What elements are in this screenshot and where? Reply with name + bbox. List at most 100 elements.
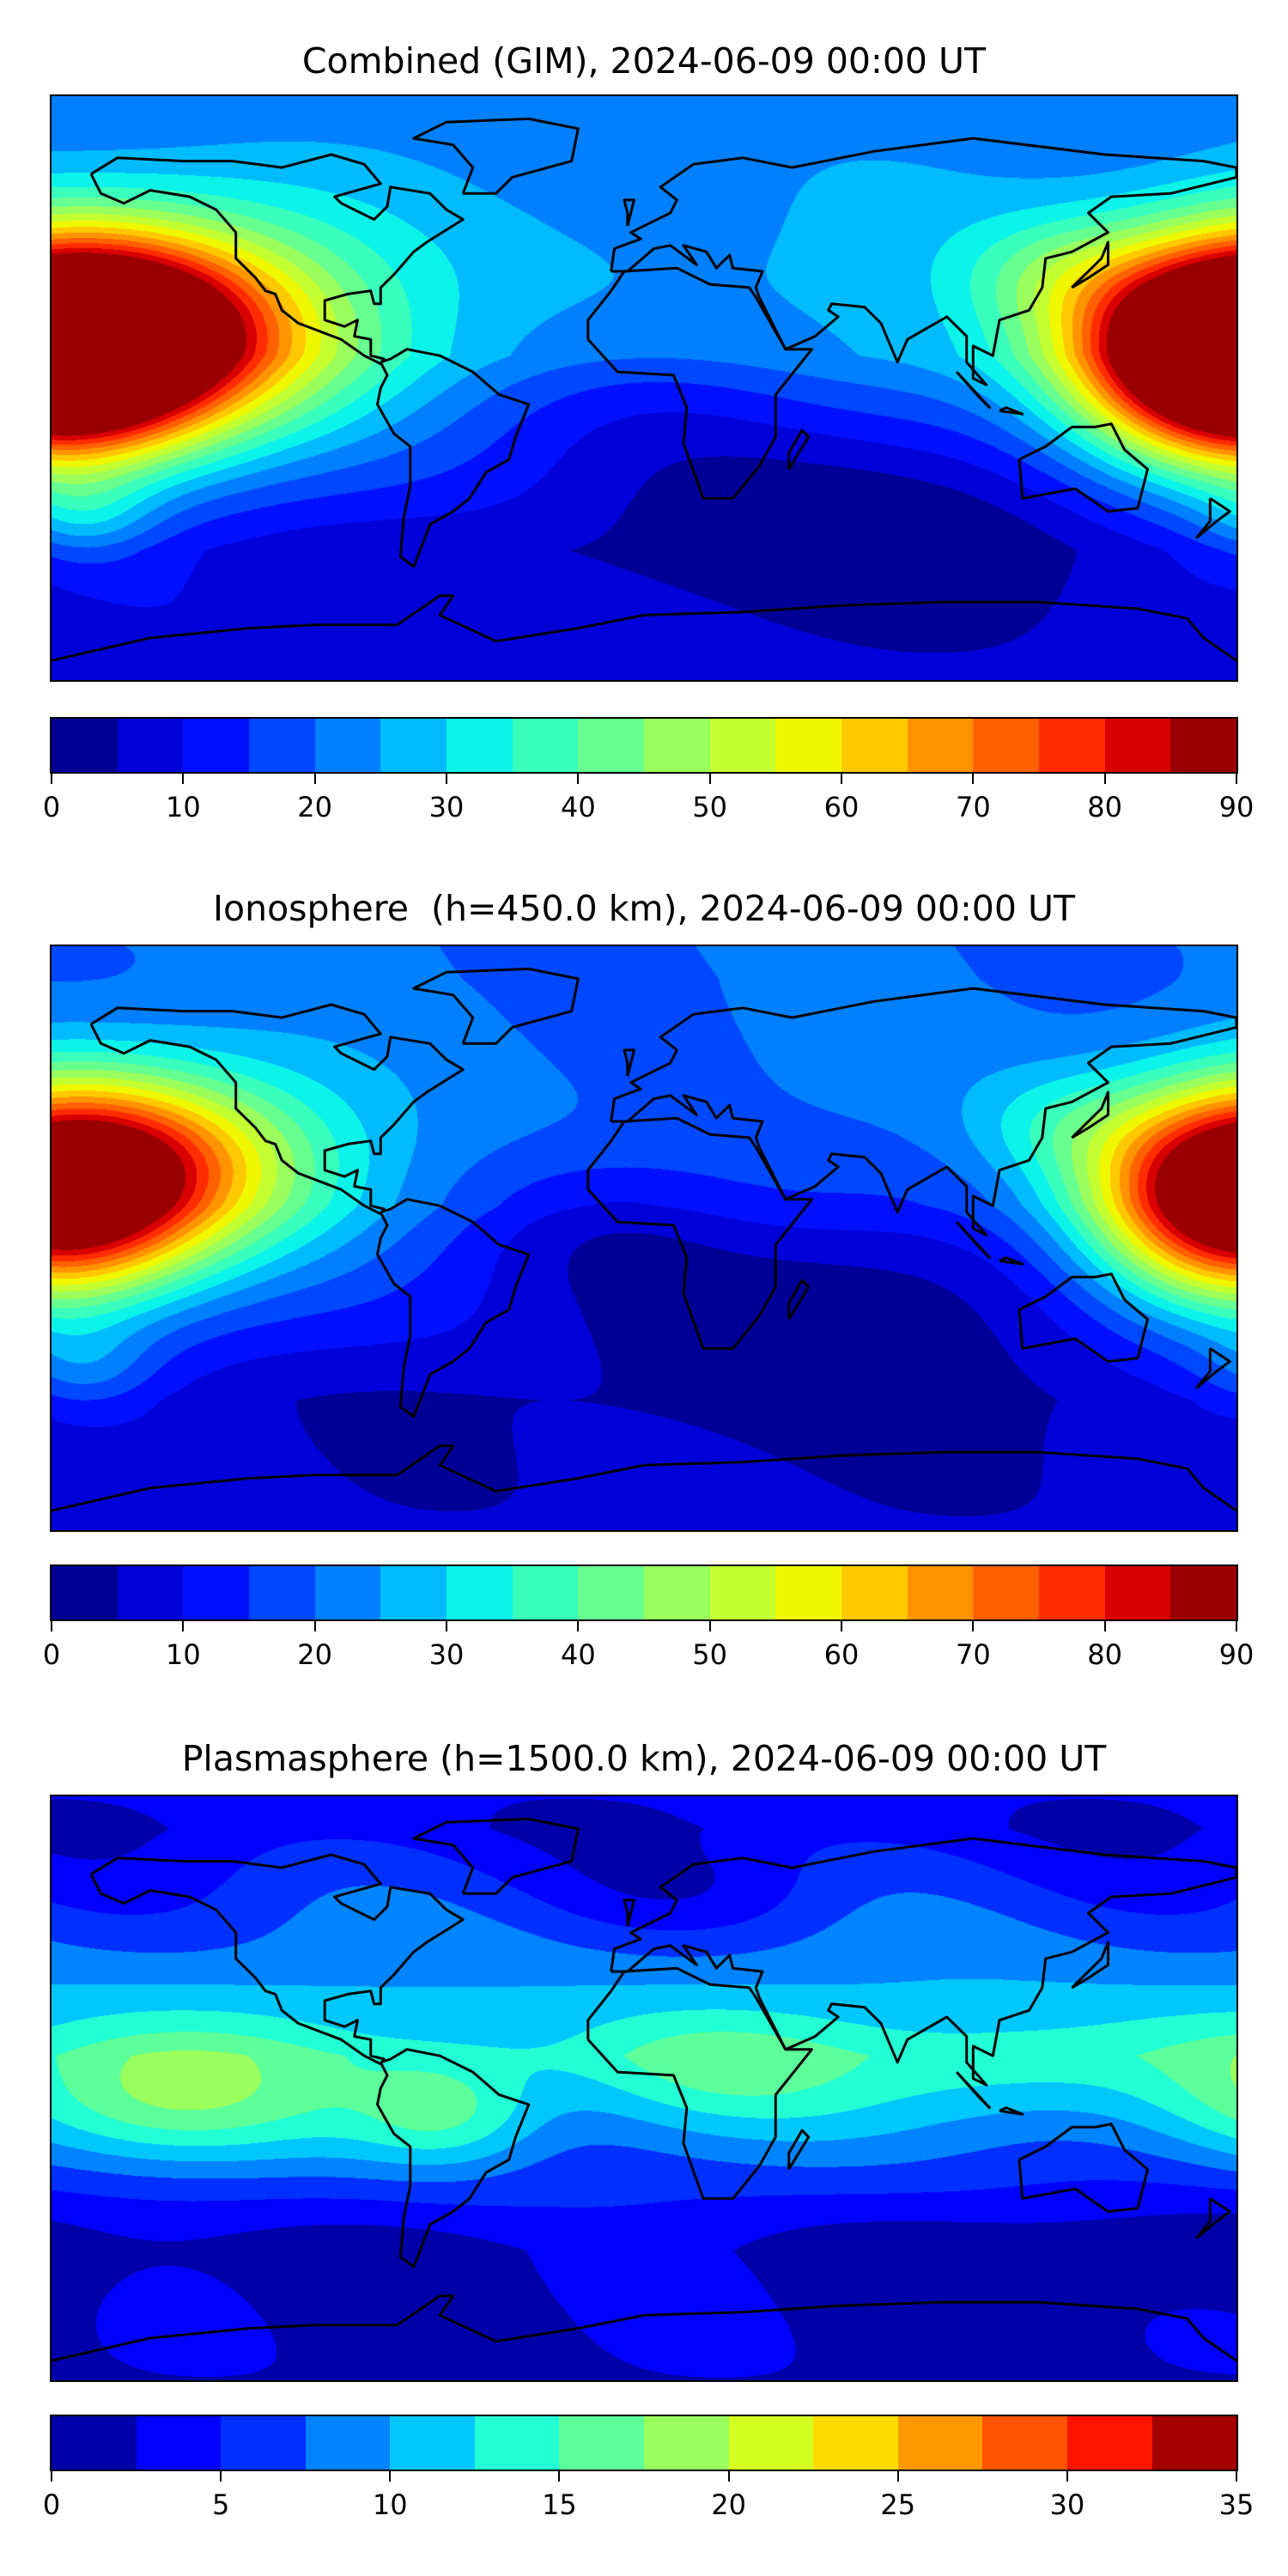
coastline: [610, 1837, 1236, 2087]
colorbar-bin: [221, 2416, 306, 2470]
colorbar-bin: [1039, 719, 1105, 772]
colorbar-tick-label: 50: [692, 791, 728, 823]
colorbar-tick-label: 80: [1087, 1638, 1123, 1671]
colorbar: [50, 2415, 1238, 2471]
coastline: [623, 198, 635, 227]
coastline: [412, 967, 580, 1045]
colorbar: [50, 717, 1238, 774]
tec-contour-field: [52, 1796, 1236, 2380]
colorbar-tick-mark: [841, 1619, 842, 1631]
colorbar-bin: [447, 719, 513, 772]
coastline: [956, 1221, 991, 1260]
colorbar-tick-mark: [841, 772, 842, 784]
coastline: [1071, 1091, 1109, 1139]
coastline: [623, 1048, 635, 1077]
panel-title: Ionosphere (h=450.0 km), 2024-06-09 00:0…: [212, 888, 1076, 929]
colorbar-bin: [559, 2416, 645, 2470]
colorbar-bin: [897, 2416, 983, 2470]
colorbar-tick-label: 40: [560, 1638, 596, 1671]
colorbar-tick-label: 5: [211, 2488, 230, 2521]
tec-map-plasmasphere: [50, 1795, 1238, 2382]
colorbar-tick-mark: [1236, 772, 1237, 784]
colorbar-tick-label: 80: [1087, 791, 1123, 823]
colorbar-bin: [973, 719, 1040, 772]
colorbar-tick-mark: [577, 1619, 580, 1631]
colorbar-tick-label: 10: [165, 791, 201, 823]
colorbar-bin: [183, 1566, 250, 1619]
coastline: [52, 594, 1236, 662]
colorbar-tick-label: 60: [823, 791, 860, 823]
colorbar-tick-mark: [313, 1619, 316, 1631]
colorbar-tick-mark: [1236, 1619, 1237, 1631]
coastline: [586, 1966, 813, 2200]
tec-contour-field: [52, 946, 1236, 1530]
colorbar-tick-mark: [182, 772, 185, 784]
coastline: [89, 153, 465, 366]
colorbar-tick-label: 30: [1049, 2488, 1085, 2521]
colorbar-tick-label: 30: [428, 1638, 465, 1671]
colorbar-tick-label: 90: [1218, 791, 1255, 823]
colorbar-ticks: 0 10 20 30 40 50 60 70 80 90: [43, 772, 1254, 832]
colorbar-tick-mark: [220, 2470, 222, 2482]
colorbar-tick-mark: [727, 2470, 730, 2482]
coastline: [1018, 422, 1149, 513]
coastlines: [52, 967, 1236, 1512]
colorbar-bin: [813, 2416, 898, 2470]
colorbar-tick-label: 0: [42, 1638, 61, 1671]
coastline: [412, 1817, 580, 1895]
colorbar-bin: [52, 719, 118, 772]
coastline: [52, 1444, 1236, 1512]
coastline: [956, 371, 991, 410]
coastline: [787, 2129, 811, 2171]
colorbar-tick-mark: [972, 772, 975, 784]
colorbar-tick-label: 20: [711, 2488, 746, 2521]
colorbar-bin: [982, 2416, 1067, 2470]
coastline: [52, 2294, 1236, 2362]
coastline: [1195, 1347, 1231, 1389]
colorbar-bin: [775, 1566, 842, 1619]
colorbar-tick-label: 70: [955, 1638, 991, 1671]
colorbar-bin: [1066, 2416, 1152, 2470]
coastline: [610, 987, 1236, 1236]
colorbar-bin: [314, 719, 381, 772]
colorbar-tick-mark: [896, 2470, 899, 2482]
colorbar-bin: [841, 1566, 908, 1619]
coastline: [1018, 1273, 1149, 1364]
colorbar-tick-mark: [1066, 2470, 1068, 2482]
coastline: [999, 406, 1024, 416]
colorbar-tick-mark: [972, 1619, 975, 1631]
colorbar-tick-mark: [708, 772, 711, 784]
colorbar-tick-mark: [1103, 772, 1106, 784]
colorbar-tick-label: 25: [880, 2488, 916, 2521]
colorbar-bin: [728, 2416, 814, 2470]
colorbar-tick-mark: [558, 2470, 561, 2482]
colorbar-bin: [183, 719, 250, 772]
coastline: [412, 117, 580, 195]
colorbar-tick-mark: [708, 1619, 711, 1631]
tec-map-ionosphere: [50, 945, 1238, 1532]
colorbar-bin: [512, 1566, 579, 1619]
colorbar-tick-label: 30: [428, 791, 465, 823]
coastline: [376, 1198, 531, 1419]
coastline: [1195, 2197, 1231, 2239]
colorbar-bin: [841, 719, 908, 772]
colorbar-ticks: 0 5 10 15 20 25 30 35: [43, 2470, 1254, 2530]
colorbar-bin: [512, 719, 579, 772]
colorbar-bin: [249, 1566, 315, 1619]
coastline: [1195, 497, 1231, 539]
colorbar-ticks: 0 10 20 30 40 50 60 70 80 90: [43, 1619, 1254, 1680]
colorbar-bin: [117, 719, 184, 772]
tec-contour-field: [52, 96, 1236, 680]
colorbar-bin: [390, 2416, 475, 2470]
colorbar-bin: [907, 719, 974, 772]
colorbar-bin: [52, 2416, 137, 2470]
colorbar-tick-label: 10: [165, 1638, 201, 1671]
colorbar-bin: [644, 719, 710, 772]
colorbar-tick-label: 90: [1218, 1638, 1255, 1671]
colorbar-tick-mark: [577, 772, 580, 784]
colorbar-bin: [1170, 719, 1237, 772]
coastline: [376, 348, 531, 568]
coastline: [787, 1279, 811, 1321]
coastline: [1018, 2123, 1149, 2214]
colorbar: [50, 1564, 1238, 1621]
